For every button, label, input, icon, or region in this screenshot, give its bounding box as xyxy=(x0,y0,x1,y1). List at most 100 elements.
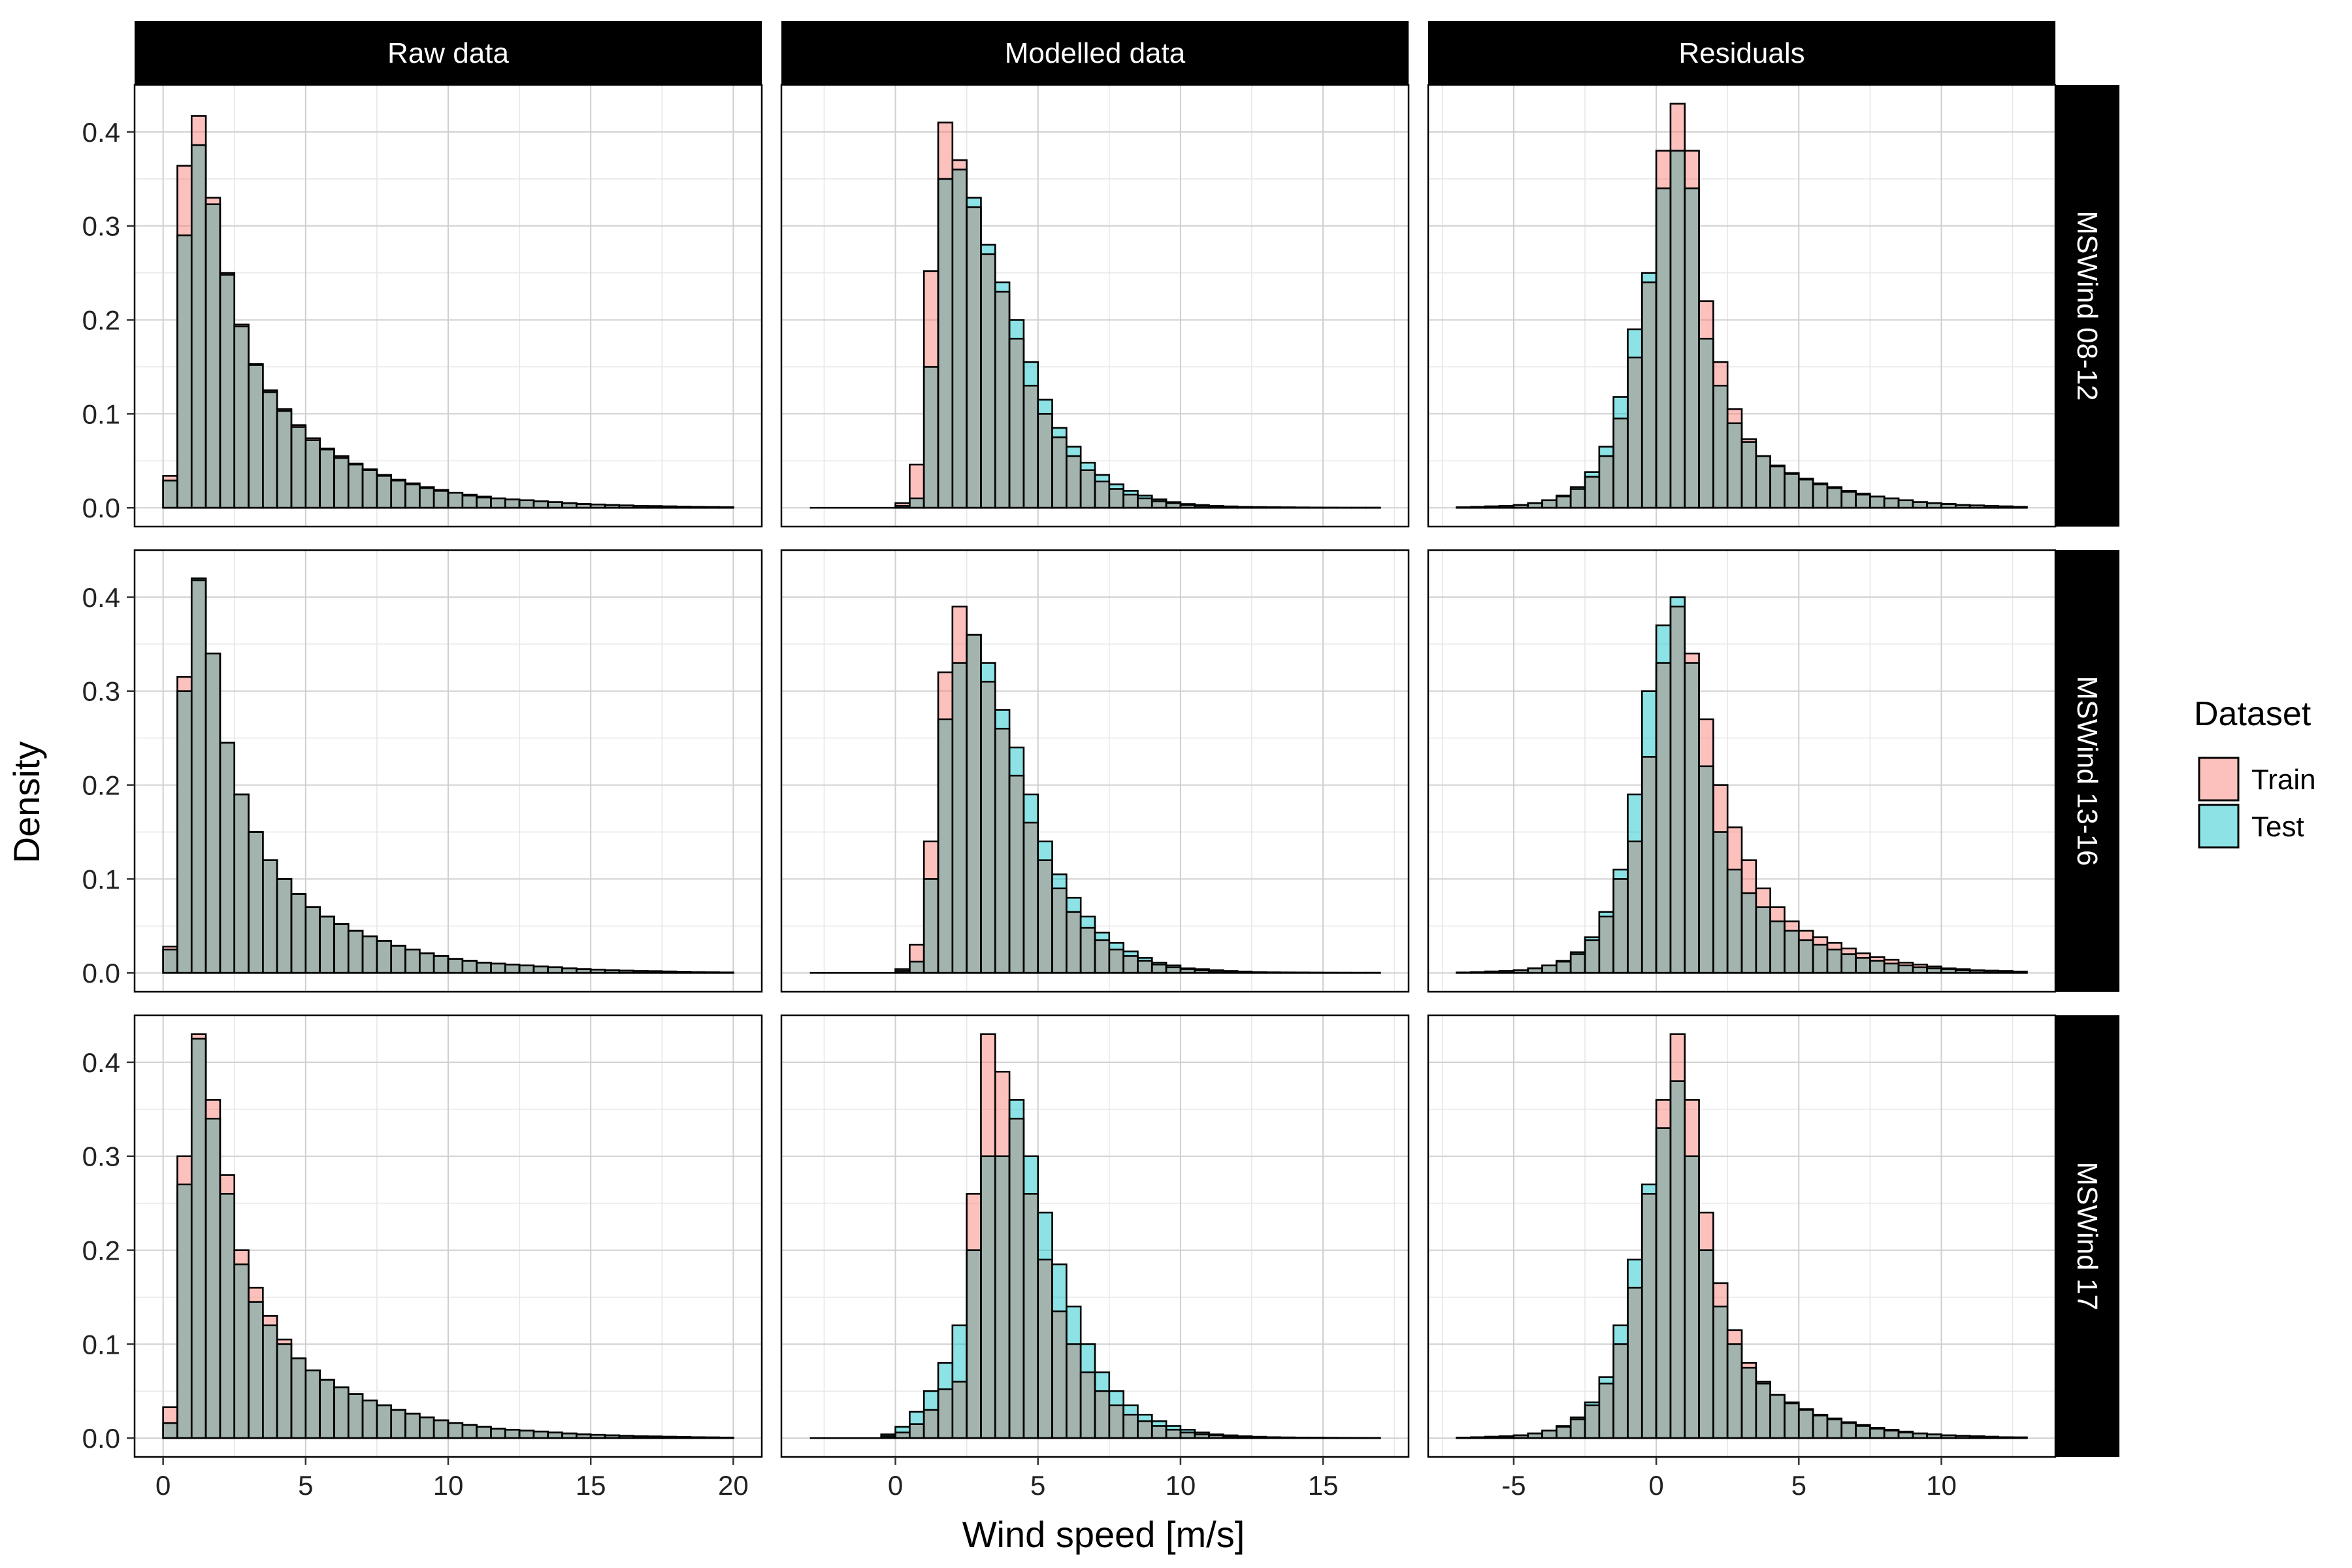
bar-overlap xyxy=(938,719,953,973)
bar-test xyxy=(1599,911,1614,917)
y-tick-label: 0.3 xyxy=(82,1141,120,1172)
bar-overlap xyxy=(391,1410,406,1439)
bar-overlap xyxy=(1081,470,1095,508)
bar-train xyxy=(1727,409,1742,423)
row-strip-background xyxy=(2055,85,2119,527)
bar-overlap xyxy=(191,1038,206,1439)
bar-overlap xyxy=(1627,1288,1642,1439)
bar-overlap xyxy=(505,1429,520,1439)
y-tick-label: 0.2 xyxy=(82,305,120,336)
bar-train xyxy=(206,1100,220,1119)
y-tick-label: 0.3 xyxy=(82,211,120,242)
x-tick-label: 0 xyxy=(888,1470,903,1501)
bar-test xyxy=(1599,1377,1614,1384)
bar-test xyxy=(1137,958,1152,961)
bar-overlap xyxy=(1152,964,1167,973)
bar-overlap xyxy=(263,860,278,973)
bar-train xyxy=(1670,103,1685,151)
bar-overlap xyxy=(1223,1436,1238,1439)
bar-overlap xyxy=(505,964,520,973)
bar-overlap xyxy=(1095,939,1109,973)
bar-train xyxy=(163,946,178,950)
bar-test xyxy=(881,1434,896,1437)
column-strip-background xyxy=(781,21,1409,85)
x-tick-label: 0 xyxy=(155,1470,171,1501)
bar-test xyxy=(1152,962,1167,965)
bar-overlap xyxy=(1194,1434,1209,1439)
bar-overlap xyxy=(1912,967,1927,973)
bar-train xyxy=(1841,948,1856,955)
bar-train xyxy=(177,1156,192,1184)
bar-overlap xyxy=(1713,832,1728,973)
bar-overlap xyxy=(291,894,306,973)
bar-overlap xyxy=(419,1417,434,1439)
row-strip-label: MSWind 13-16 xyxy=(2071,676,2103,866)
bar-overlap xyxy=(938,1389,953,1439)
bar-test xyxy=(191,578,206,581)
bar-overlap xyxy=(633,971,648,973)
bar-overlap xyxy=(277,411,291,508)
bar-overlap xyxy=(1970,1436,1984,1439)
bar-overlap xyxy=(1095,481,1109,508)
bar-overlap xyxy=(1656,1128,1671,1439)
bar-overlap xyxy=(1899,1432,1913,1439)
bar-overlap xyxy=(1941,1435,1956,1439)
histogram-bars xyxy=(809,1033,1381,1439)
bar-overlap xyxy=(291,1358,306,1439)
bar-overlap xyxy=(277,1344,291,1439)
bar-train xyxy=(981,1034,996,1156)
bar-overlap xyxy=(1899,500,1913,508)
bar-overlap xyxy=(1813,1415,1827,1439)
bar-overlap xyxy=(1927,1434,1942,1439)
bar-overlap xyxy=(605,1435,619,1439)
bar-overlap xyxy=(206,653,220,973)
bar-overlap xyxy=(1209,971,1224,973)
bar-test xyxy=(1023,362,1038,386)
bar-overlap xyxy=(376,941,391,973)
bar-overlap xyxy=(1799,939,1814,973)
bar-overlap xyxy=(1855,958,1870,973)
bar-train xyxy=(1713,1282,1728,1307)
bar-overlap xyxy=(1927,503,1942,508)
bar-test xyxy=(1052,427,1067,438)
histogram-bars xyxy=(162,1033,734,1439)
bar-overlap xyxy=(895,506,910,508)
bar-train xyxy=(1855,953,1870,958)
bar-overlap xyxy=(263,392,278,508)
bar-test xyxy=(1194,1432,1209,1435)
bar-test xyxy=(1037,841,1053,860)
bar-train xyxy=(177,677,192,691)
bar-overlap xyxy=(234,794,249,973)
bar-overlap xyxy=(305,1370,320,1439)
bar-train xyxy=(1684,150,1699,189)
bar-test xyxy=(1123,491,1138,495)
bar-overlap xyxy=(1912,502,1927,508)
bar-overlap xyxy=(1599,916,1614,973)
bar-overlap xyxy=(263,1325,278,1439)
column-strip-label: Residuals xyxy=(1678,37,1805,69)
bar-overlap xyxy=(619,505,634,508)
bar-overlap xyxy=(348,465,363,508)
bar-overlap xyxy=(995,1156,1010,1439)
bar-overlap xyxy=(1180,969,1195,973)
bar-train xyxy=(895,503,910,506)
bar-overlap xyxy=(981,681,996,973)
bar-train xyxy=(909,945,924,962)
panel xyxy=(133,84,763,528)
legend-swatch-test xyxy=(2198,804,2240,849)
bar-overlap xyxy=(1827,949,1842,973)
bar-overlap xyxy=(533,1431,548,1439)
bar-test xyxy=(1571,1417,1585,1420)
bar-test xyxy=(1670,596,1685,607)
bar-overlap xyxy=(391,945,406,973)
histogram-bars xyxy=(1456,596,2028,974)
bar-overlap xyxy=(476,497,491,508)
bar-train xyxy=(895,969,910,972)
bar-overlap xyxy=(448,493,463,508)
bar-overlap xyxy=(234,1264,249,1439)
bar-test xyxy=(1627,329,1642,358)
bar-overlap xyxy=(1870,1428,1885,1439)
bar-overlap xyxy=(448,958,463,973)
bar-overlap xyxy=(1699,338,1714,508)
bar-test xyxy=(1180,1429,1195,1433)
